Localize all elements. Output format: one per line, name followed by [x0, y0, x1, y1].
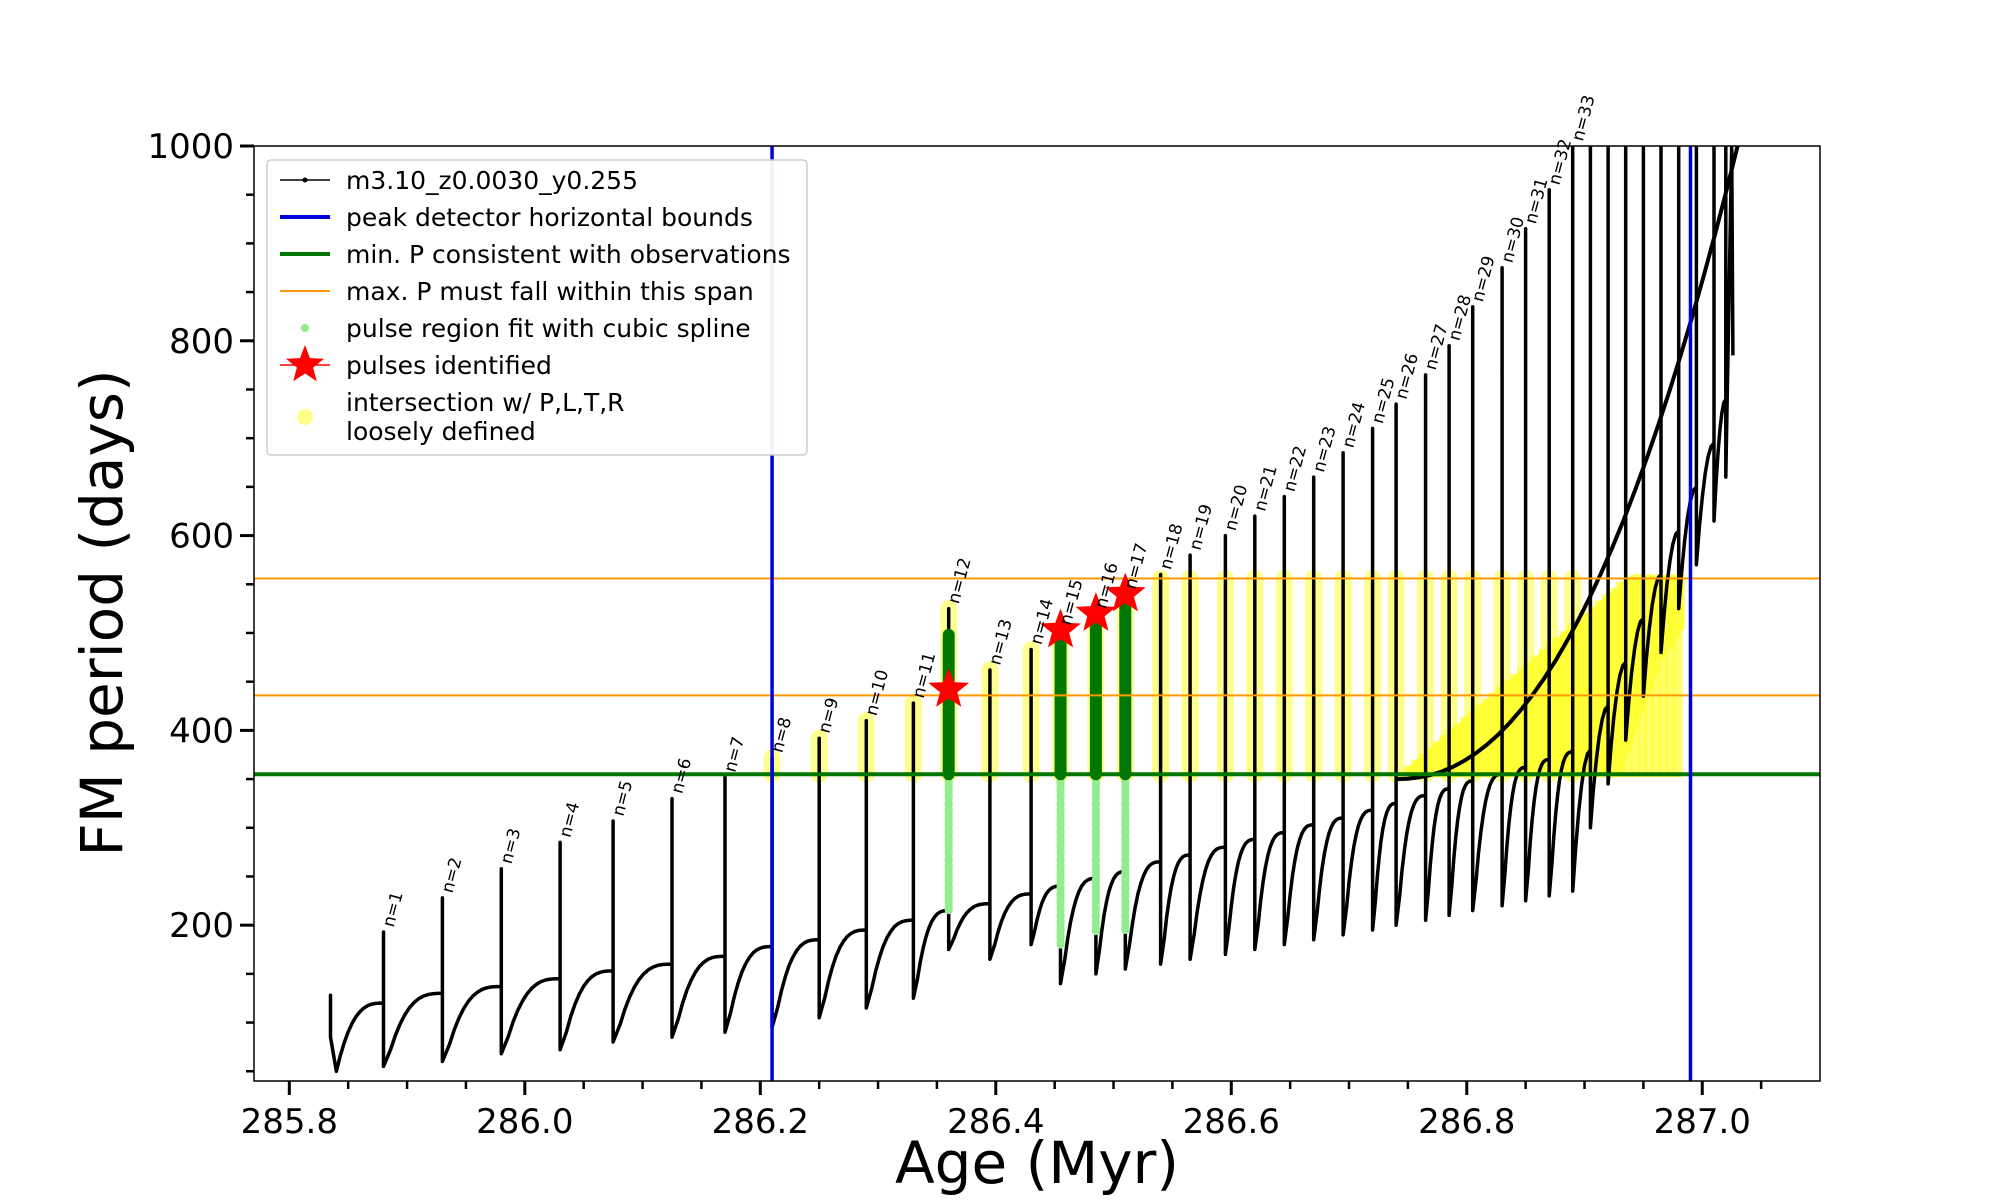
- legend-box: [266, 159, 808, 456]
- track-line: [328, 146, 1740, 1074]
- pulse-identified-star: [1075, 592, 1117, 631]
- legend-label: m3.10_z0.0030_y0.255: [346, 166, 638, 195]
- y-tick-label: 400: [169, 711, 234, 751]
- legend-label: pulse region fit with cubic spline: [346, 314, 751, 343]
- x-tick-label: 286.6: [1183, 1102, 1280, 1142]
- spline-fit-markers: [942, 602, 1132, 949]
- legend-label: peak detector horizontal bounds: [346, 203, 753, 232]
- y-axis-title: FM period (days): [68, 369, 136, 856]
- y-tick-label: 1000: [147, 127, 234, 167]
- pulse-identified-star: [1104, 572, 1146, 612]
- track-envelope: [1396, 146, 1740, 782]
- y-tick-label: 800: [169, 322, 234, 362]
- x-axis-title: Age (Myr): [895, 1129, 1179, 1197]
- x-tick-label: 286.8: [1418, 1102, 1515, 1142]
- legend-label: min. P consistent with observations: [346, 240, 791, 269]
- x-tick-label: 286.4: [947, 1102, 1044, 1142]
- x-tick-label: 285.8: [241, 1102, 338, 1142]
- plot-frame: [253, 145, 1821, 1082]
- legend-label: pulses identified: [346, 351, 552, 380]
- legend-label: max. P must fall within this span: [346, 277, 754, 306]
- legend-label: loosely defined: [346, 417, 536, 446]
- y-tick-label: 600: [169, 517, 234, 557]
- legend-handle-star: [286, 345, 324, 382]
- legend-handle: [301, 324, 309, 332]
- horizontal-reference-lines: [254, 577, 1820, 777]
- x-tick-label: 286.2: [712, 1102, 809, 1142]
- legend-label: intersection w/ P,L,T,R: [346, 388, 625, 417]
- track-path: [328, 146, 1735, 1074]
- x-tick-label: 286.0: [476, 1102, 573, 1142]
- pulse-identified-star: [928, 668, 970, 707]
- y-tick-label: 200: [169, 906, 234, 946]
- legend-handle-marker: [302, 177, 308, 183]
- x-tick-label: 287.0: [1654, 1102, 1751, 1142]
- pulse-identified-star: [1040, 608, 1081, 648]
- legend-handle: [297, 409, 313, 425]
- axes: 285.8 286.0 286.2 286.4 286.6 286.8 287.0 200 40…: [147, 127, 1763, 1142]
- pulses-identified-markers: [928, 572, 1146, 707]
